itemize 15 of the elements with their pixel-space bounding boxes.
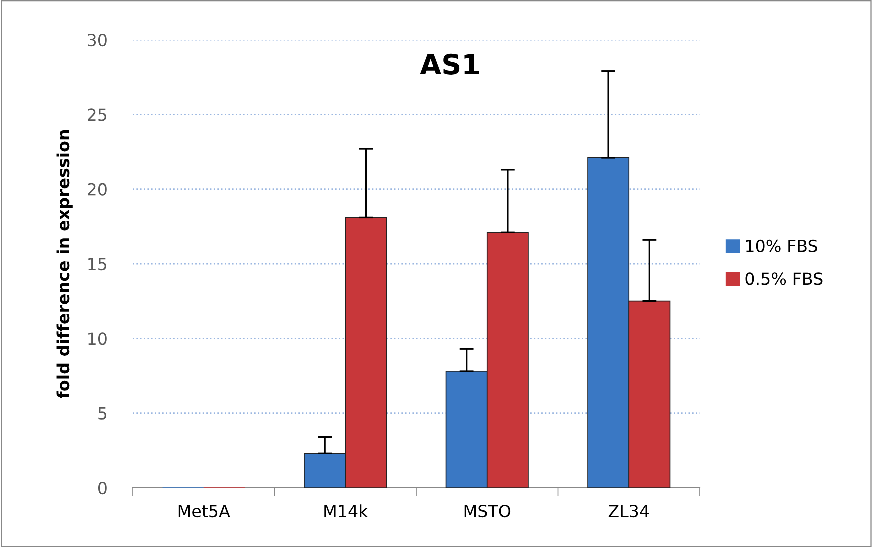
legend-label: 0.5% FBS xyxy=(746,272,823,286)
x-tick-label: M14k xyxy=(324,504,368,518)
y-tick-label: 0 xyxy=(98,482,107,495)
y-tick-label: 25 xyxy=(88,108,107,122)
x-tick-label: Met5A xyxy=(178,505,230,518)
y-axis-title: fold difference in expression xyxy=(56,130,73,399)
y-tick-label: 20 xyxy=(88,183,107,196)
chart-title: AS1 xyxy=(420,54,480,75)
x-tick-label: ZL34 xyxy=(608,504,650,518)
y-tick-label: 30 xyxy=(88,34,107,47)
y-tick-label: 10 xyxy=(88,332,107,346)
x-tick-label: MSTO xyxy=(464,504,511,518)
legend-label: 10% FBS xyxy=(746,240,818,252)
y-tick-label: 15 xyxy=(88,258,107,271)
y-tick-label: 5 xyxy=(98,408,107,420)
